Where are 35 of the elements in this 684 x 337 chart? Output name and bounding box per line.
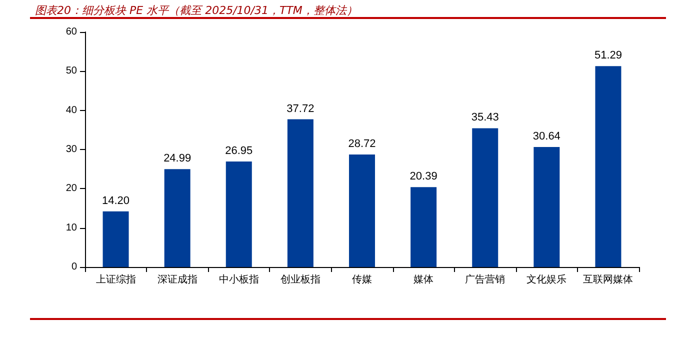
data-label: 14.20 [102, 194, 130, 207]
x-tick-label: 中小板指 [218, 274, 259, 286]
data-label: 26.95 [225, 144, 253, 157]
data-label: 30.64 [532, 130, 560, 142]
data-label: 37.72 [286, 102, 314, 115]
x-tick-label: 文化娱乐 [526, 274, 567, 286]
y-tick-label: 50 [66, 66, 78, 77]
data-label: 24.99 [164, 152, 192, 165]
bar [287, 119, 314, 267]
x-tick-label: 广告营销 [465, 274, 506, 286]
x-tick-label: 传媒 [352, 274, 372, 286]
y-tick-label: 40 [66, 104, 78, 116]
bar [164, 169, 190, 267]
data-label: 20.39 [410, 170, 438, 183]
bar [349, 154, 375, 267]
y-tick-label: 60 [66, 26, 78, 38]
y-tick-label: 20 [66, 183, 78, 194]
bar [472, 128, 498, 267]
chart-title: 图表20：细分板块 PE 水平（截至 2025/10/31，TTM，整体法） [35, 4, 358, 17]
data-label: 51.29 [594, 50, 622, 62]
x-tick-label: 媒体 [414, 274, 434, 286]
data-label: 28.72 [348, 138, 376, 150]
y-tick-label: 0 [71, 262, 78, 272]
x-tick-label: 互联网媒体 [583, 274, 634, 286]
y-tick-label: 30 [66, 144, 78, 155]
x-tick-label: 上证综指 [96, 274, 136, 286]
data-label: 35.43 [471, 112, 499, 124]
y-tick-label: 10 [66, 222, 78, 234]
bar [226, 161, 252, 267]
bar [102, 211, 129, 267]
bar [534, 146, 560, 267]
bar [410, 187, 437, 267]
bar [595, 66, 622, 267]
x-tick-label: 深证成指 [157, 274, 198, 286]
x-tick-label: 创业板指 [280, 274, 320, 286]
